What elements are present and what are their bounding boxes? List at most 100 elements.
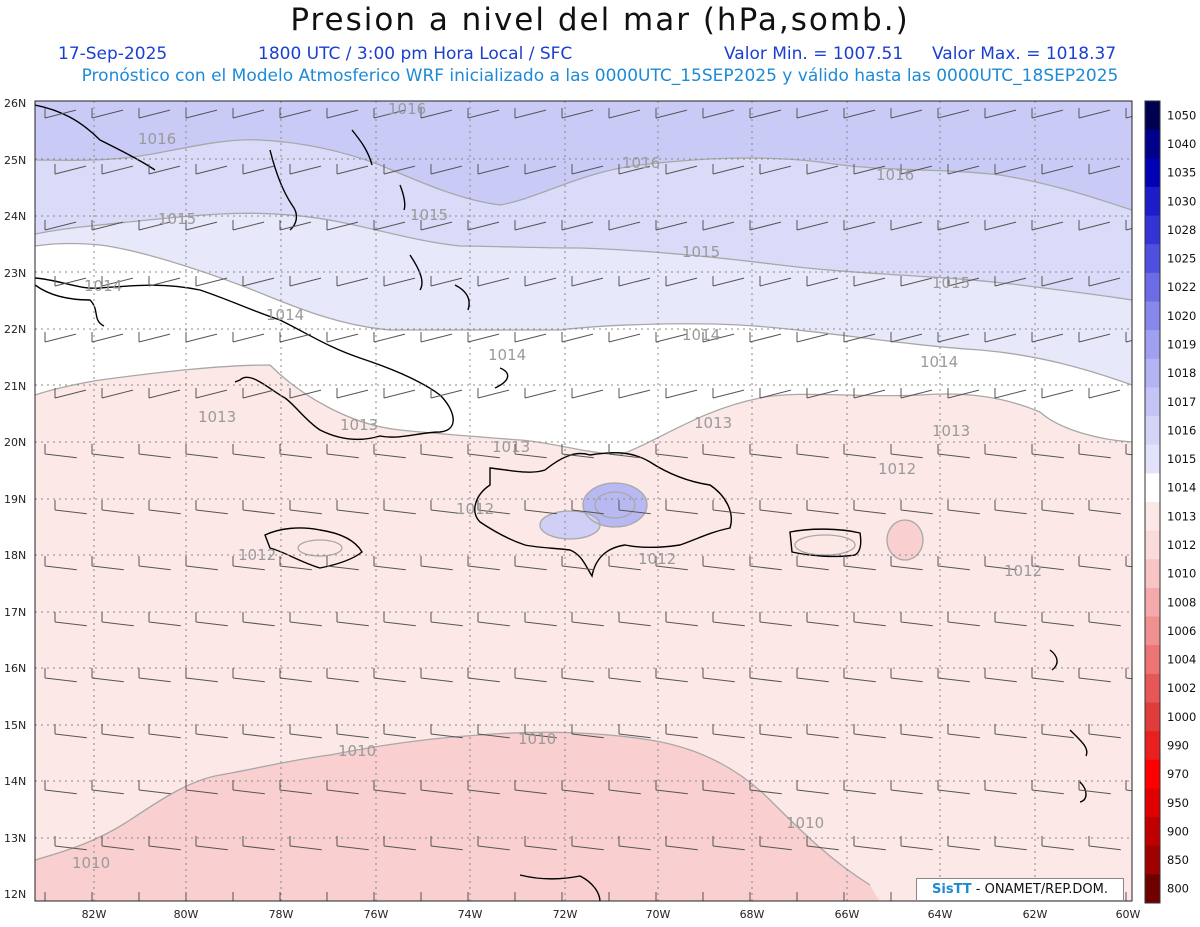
- wind-barb: [326, 108, 359, 119]
- wind-barb: [1088, 612, 1121, 627]
- lat-label: 21N: [4, 380, 26, 393]
- lon-label: 80W: [174, 908, 199, 921]
- contour-label: 1016: [138, 130, 176, 148]
- lat-label: 19N: [4, 493, 26, 506]
- wind-barb: [665, 276, 698, 287]
- wind-barb: [900, 276, 933, 287]
- wind-barb: [54, 164, 87, 175]
- colorbar-label: 1004: [1167, 653, 1196, 667]
- wind-barb: [514, 108, 547, 119]
- wind-barb: [524, 388, 557, 399]
- wind-barb: [947, 724, 980, 739]
- credit-text: - ONAMET/REP.DOM.: [971, 882, 1108, 897]
- contour-label: 1014: [84, 277, 122, 295]
- wind-barb: [91, 892, 93, 901]
- wind-barb: [148, 612, 181, 627]
- max-value-label: Valor Max. = 1018.37: [932, 44, 1117, 64]
- lon-label: 70W: [646, 908, 671, 921]
- wind-barb: [373, 892, 375, 901]
- lat-label: 22N: [4, 323, 26, 336]
- wind-barb: [618, 612, 651, 627]
- wind-barb: [326, 668, 359, 683]
- wind-barb: [279, 332, 312, 343]
- wind-barb: [608, 108, 641, 119]
- wind-barb: [195, 836, 228, 851]
- wind-barb: [853, 612, 886, 627]
- wind-barb: [1088, 164, 1121, 175]
- wind-barb: [994, 724, 1027, 739]
- colorbar-label: 1050: [1167, 108, 1196, 122]
- colorbar-swatch: [1145, 215, 1160, 245]
- wind-barb: [702, 220, 735, 231]
- lat-label: 18N: [4, 549, 26, 562]
- contour-label: 1010: [518, 730, 556, 748]
- wind-barb: [608, 892, 610, 901]
- wind-barb: [326, 556, 359, 571]
- wind-barb: [138, 332, 171, 343]
- wind-barb: [467, 444, 500, 459]
- contour-label: 1012: [878, 460, 916, 478]
- colorbar-swatch: [1145, 358, 1160, 388]
- wind-barb: [430, 724, 463, 739]
- wind-barb: [326, 780, 359, 795]
- wind-barb: [477, 724, 510, 739]
- wind-barb: [1125, 108, 1132, 119]
- wind-barb: [54, 836, 87, 851]
- colorbar-label: 1025: [1167, 252, 1196, 266]
- wind-barb: [420, 780, 453, 795]
- wind-barb: [984, 332, 1017, 343]
- wind-barb: [618, 276, 651, 287]
- wind-barb: [947, 836, 980, 851]
- wind-barb: [101, 500, 134, 515]
- wind-barb: [289, 164, 322, 175]
- wind-barb: [561, 108, 594, 119]
- wind-barb: [1078, 108, 1111, 119]
- wind-barb: [148, 164, 181, 175]
- contour-label: 1012: [456, 500, 494, 518]
- colorbar-label: 1030: [1167, 194, 1196, 208]
- colorbar-label: 1017: [1167, 395, 1196, 409]
- wind-barb: [1125, 780, 1132, 792]
- wind-barb: [101, 164, 134, 175]
- wind-barb: [890, 220, 923, 231]
- wind-barb: [524, 276, 557, 287]
- wind-barb: [101, 276, 134, 287]
- lon-label: 72W: [553, 908, 578, 921]
- wind-barb: [336, 164, 369, 175]
- wind-barb: [279, 892, 281, 901]
- wind-barb: [890, 332, 923, 343]
- colorbar-swatch: [1145, 330, 1160, 360]
- colorbar-label: 990: [1167, 738, 1189, 752]
- wind-barb: [138, 220, 171, 231]
- wind-barb: [712, 724, 745, 739]
- lon-label: 62W: [1023, 908, 1048, 921]
- wind-barb: [44, 556, 77, 571]
- wind-barb: [477, 164, 510, 175]
- subtitle: Pronóstico con el Modelo Atmosferico WRF…: [81, 66, 1119, 86]
- wind-barb: [665, 388, 698, 399]
- wind-barb: [900, 836, 933, 851]
- wind-barb: [195, 388, 228, 399]
- wind-barb: [937, 108, 970, 119]
- colorbar-swatch: [1145, 817, 1160, 847]
- wind-barb: [138, 108, 171, 119]
- wind-barb: [655, 780, 688, 795]
- wind-barb: [420, 220, 453, 231]
- colorbar-swatch: [1145, 101, 1160, 131]
- coastlines: [35, 104, 1088, 901]
- wind-barb: [984, 556, 1017, 571]
- wind-barb: [1078, 668, 1111, 683]
- wind-barb: [101, 836, 134, 851]
- wind-barb: [571, 276, 604, 287]
- wind-barb: [984, 668, 1017, 683]
- wind-barb: [1031, 444, 1064, 459]
- lon-label: 60W: [1116, 908, 1141, 921]
- wind-barb: [561, 892, 563, 901]
- wind-barb: [759, 612, 792, 627]
- wind-barb: [383, 500, 416, 515]
- lat-label: 25N: [4, 154, 26, 167]
- wind-barb: [608, 668, 641, 683]
- wind-barb: [101, 612, 134, 627]
- wind-barb: [467, 108, 500, 119]
- wind-barb: [665, 612, 698, 627]
